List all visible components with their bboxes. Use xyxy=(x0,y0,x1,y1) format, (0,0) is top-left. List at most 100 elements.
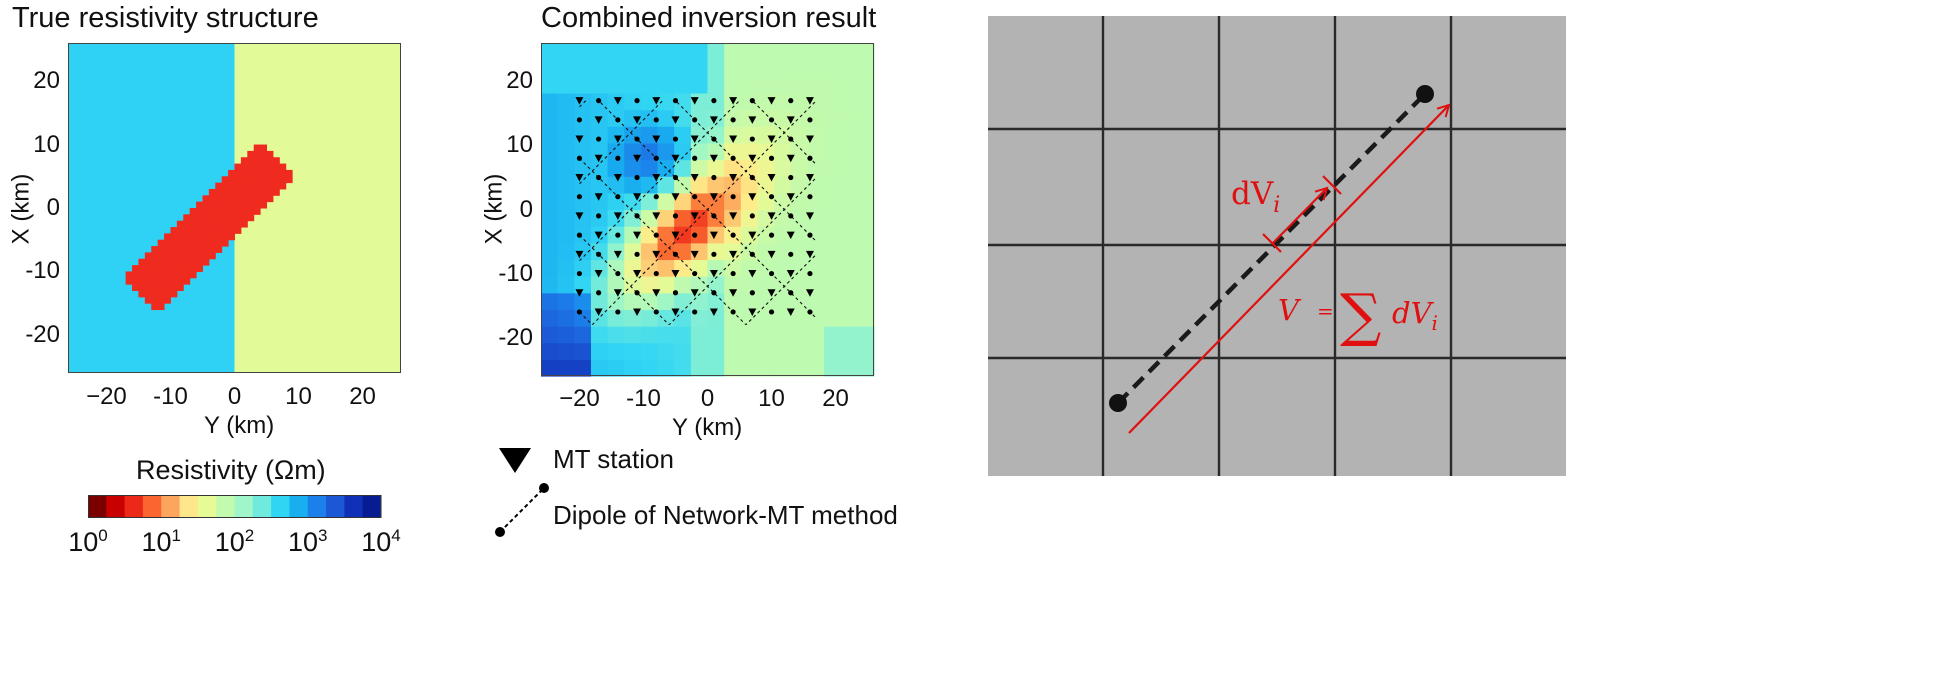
mt-station xyxy=(767,173,776,182)
inversion-cell xyxy=(807,326,825,344)
inversion-cell xyxy=(541,242,559,261)
inversion-cell xyxy=(790,292,808,310)
inversion-cell xyxy=(807,226,825,244)
conductor-cell xyxy=(144,284,152,291)
conductor-cell xyxy=(170,284,178,291)
conductor-cell xyxy=(208,220,216,228)
inversion-cell xyxy=(690,292,709,310)
conductor-cell xyxy=(183,252,191,260)
conductor-cell xyxy=(228,201,235,209)
mt-station xyxy=(594,116,603,124)
inversion-cell xyxy=(640,176,659,194)
inversion-cell xyxy=(707,176,725,194)
inversion-cell xyxy=(557,43,575,61)
conductor-cell xyxy=(176,258,184,266)
mt-station xyxy=(805,212,814,220)
inversion-cell xyxy=(607,176,625,194)
mt-station xyxy=(805,250,814,259)
true-structure-heatmap xyxy=(68,43,401,373)
conductor-cell xyxy=(189,258,197,266)
conductor-cell xyxy=(196,220,203,228)
mt-station xyxy=(786,193,795,201)
conductor-cell xyxy=(196,227,203,234)
conductor-cell xyxy=(208,188,216,196)
conductor-cell xyxy=(164,284,171,291)
conductor-cell xyxy=(170,265,178,272)
conductor-cell xyxy=(247,169,255,177)
conductor-cell xyxy=(215,220,223,228)
inversion-cell xyxy=(624,292,642,310)
inversion-cell xyxy=(740,209,759,227)
middle-y-tick-1: 10 xyxy=(506,131,533,159)
inversion-cell xyxy=(707,259,725,277)
dipole-electrode xyxy=(730,155,736,161)
conductor-cell xyxy=(240,169,248,177)
inversion-cell xyxy=(857,242,875,261)
inversion-cell xyxy=(607,142,625,161)
dipole-electrode xyxy=(672,98,679,104)
inversion-cell xyxy=(757,342,775,360)
inversion-cell xyxy=(774,126,792,144)
inversion-cell xyxy=(590,259,609,277)
mt-station xyxy=(709,116,718,124)
middle-x-tick-0: −20 xyxy=(559,385,600,412)
conductor-cell xyxy=(202,258,210,266)
left-x-tick-0: −20 xyxy=(86,383,127,410)
dipole-electrode xyxy=(788,290,794,296)
conductor-cell xyxy=(240,182,248,190)
inversion-cell xyxy=(590,192,609,211)
inversion-cell xyxy=(724,43,742,61)
conductor-cell xyxy=(164,246,171,253)
dipole-electrode xyxy=(807,232,813,238)
inversion-cell xyxy=(624,176,642,194)
conductor-cell xyxy=(221,220,229,228)
mt-station xyxy=(786,308,795,316)
conductor-cell xyxy=(132,271,139,279)
inversion-cell xyxy=(790,326,808,344)
conductor-cell xyxy=(260,150,268,158)
dipole-electrode xyxy=(768,270,775,277)
mt-station xyxy=(690,173,699,182)
conductor-cell xyxy=(272,169,280,177)
inversion-cell xyxy=(640,76,659,94)
conductor-cell xyxy=(234,201,242,209)
conductor-cell xyxy=(189,227,197,234)
dipole-electrode xyxy=(634,98,640,104)
inversion-cell xyxy=(840,359,858,377)
conductor-cell xyxy=(196,208,203,215)
conductor-cell xyxy=(266,157,274,165)
conductor-cell xyxy=(208,233,216,241)
inversion-cell xyxy=(557,126,575,144)
dipole-electrode xyxy=(749,136,755,142)
conductor-cell xyxy=(202,227,210,234)
inversion-cell xyxy=(624,159,642,177)
colorbar-swatch xyxy=(216,495,235,518)
conductor-cell xyxy=(164,239,171,247)
conductor-cell xyxy=(144,252,152,260)
inversion-cell xyxy=(557,276,575,294)
mt-station xyxy=(729,97,738,105)
inversion-cell xyxy=(774,109,792,127)
conductor-cell xyxy=(253,201,261,209)
colorbar-frame xyxy=(88,495,381,518)
dipole-electrode xyxy=(807,117,813,123)
conductor-cell xyxy=(151,296,159,304)
inversion-cell xyxy=(541,342,559,360)
inversion-cell xyxy=(790,43,808,61)
inversion-cell xyxy=(740,359,759,377)
inversion-cell xyxy=(557,326,575,344)
left-panel-title: True resistivity structure xyxy=(12,2,319,34)
inversion-cell xyxy=(624,92,642,111)
mt-station xyxy=(729,135,738,144)
inversion-cell xyxy=(557,292,575,310)
inversion-cell xyxy=(790,192,808,211)
conductor-cell xyxy=(228,214,235,222)
voltage-sum-equals: = xyxy=(1317,299,1334,323)
inversion-cell xyxy=(557,92,575,111)
inversion-cell xyxy=(724,342,742,360)
inversion-cell xyxy=(857,76,875,94)
colorbar-tick-exponent: 2 xyxy=(244,526,255,545)
mt-station xyxy=(594,308,603,316)
inversion-cell xyxy=(774,92,792,111)
inversion-cell xyxy=(590,292,609,310)
